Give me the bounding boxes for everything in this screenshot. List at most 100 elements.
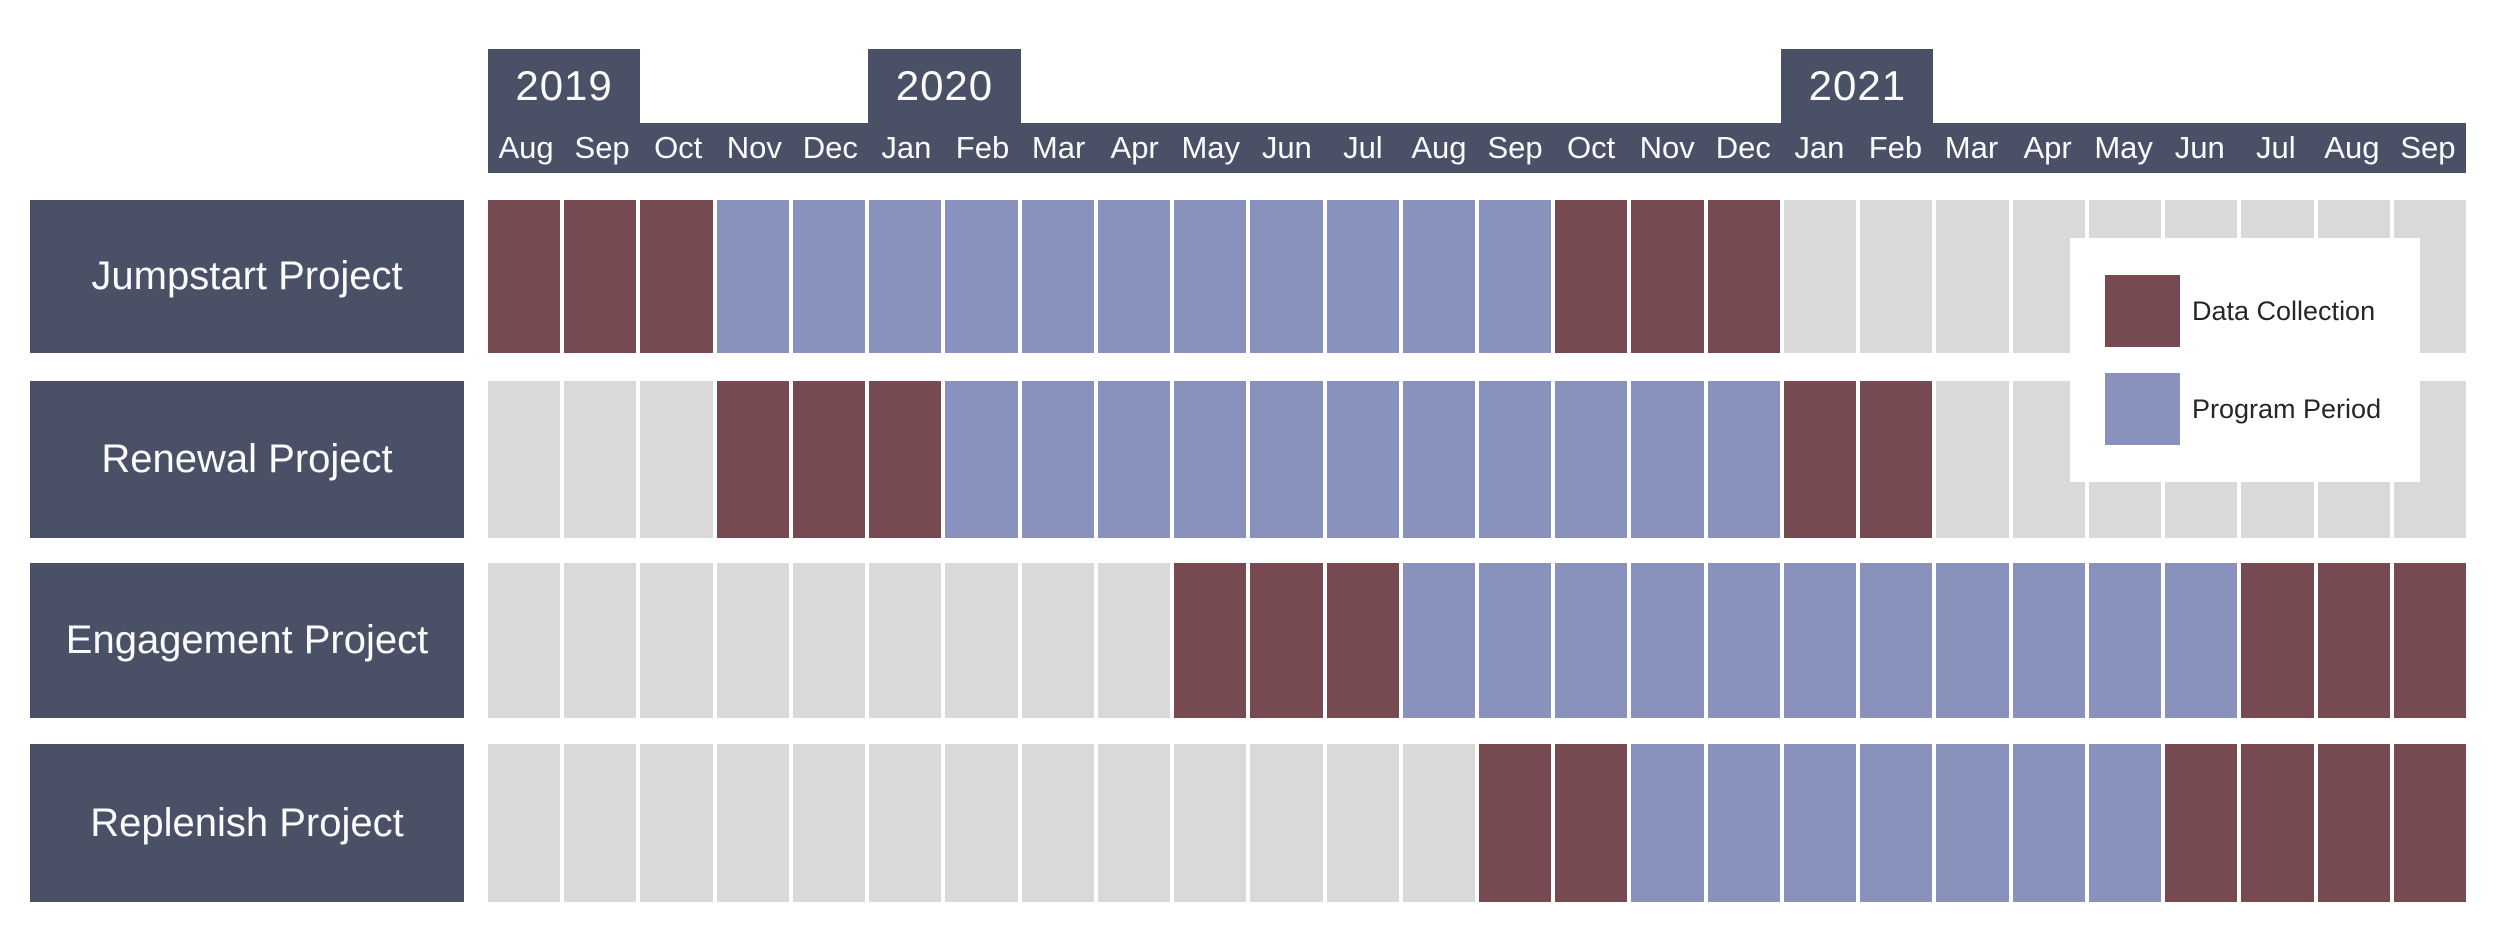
legend-entry-data_collection: Data Collection [2105, 275, 2420, 347]
year-label: 2021 [1808, 62, 1907, 109]
cell-program-period [1174, 200, 1247, 353]
cell-data-collection [1174, 563, 1247, 718]
cell-program-period [2012, 744, 2085, 902]
cell-empty [640, 563, 713, 718]
year-tab-2021: 2021 [1781, 49, 1934, 123]
month-label: Dec [802, 130, 858, 165]
month-label: Apr [2023, 130, 2072, 165]
cell-program-period [1478, 381, 1552, 538]
month-label: Sep [1487, 130, 1543, 165]
cell-program-period [1860, 744, 1933, 902]
month-label: Mar [1031, 130, 1086, 165]
cell-data-collection [2317, 563, 2390, 718]
cell-empty [488, 744, 561, 902]
cell-data-collection [1326, 563, 1399, 718]
cell-empty [564, 381, 637, 538]
cell-program-period [1402, 563, 1475, 718]
month-label: Sep [2400, 130, 2456, 165]
cell-empty [640, 381, 713, 538]
month-label: Jun [2174, 130, 2225, 165]
cell-program-period [1707, 381, 1780, 538]
cell-empty [1936, 381, 2009, 538]
cell-empty [640, 744, 713, 902]
cell-program-period [2012, 563, 2085, 718]
cell-empty [1402, 744, 1475, 902]
cell-empty [716, 744, 789, 902]
cell-data-collection [1860, 381, 1933, 538]
cell-program-period [716, 200, 789, 353]
legend-swatch-program_period [2105, 373, 2180, 445]
cell-empty [1021, 563, 1094, 718]
cell-program-period [1021, 381, 1094, 538]
year-header-strip: 2019 2020 2021 [488, 49, 2466, 123]
cell-empty [1097, 744, 1171, 902]
cell-data-collection [2241, 744, 2314, 902]
cell-empty [564, 744, 637, 902]
month-label: Jan [1794, 130, 1845, 165]
cell-program-period [1783, 563, 1857, 718]
cell-program-period [945, 200, 1018, 353]
cell-data-collection [869, 381, 942, 538]
cell-program-period [1631, 744, 1704, 902]
cell-program-period [792, 200, 866, 353]
month-label: Nov [1639, 130, 1695, 165]
cell-data-collection [792, 381, 866, 538]
cell-program-period [1555, 381, 1628, 538]
cell-empty [869, 563, 942, 718]
cell-empty [564, 563, 637, 718]
month-label: Feb [1868, 130, 1923, 165]
cell-empty [1783, 200, 1857, 353]
cell-empty [1097, 563, 1171, 718]
cell-program-period [1936, 563, 2009, 718]
cell-data-collection [2393, 744, 2466, 902]
row-cells-3 [488, 563, 2466, 718]
cell-data-collection [1555, 744, 1628, 902]
cell-program-period [1936, 744, 2009, 902]
month-label: Feb [955, 130, 1010, 165]
cell-empty [1936, 200, 2009, 353]
month-label: Jul [1343, 130, 1383, 165]
cell-program-period [1631, 563, 1704, 718]
cell-program-period [1478, 200, 1552, 353]
legend-entry-program_period: Program Period [2105, 373, 2420, 445]
month-label: May [1181, 130, 1241, 165]
cell-empty [1174, 744, 1247, 902]
cell-data-collection [716, 381, 789, 538]
cell-program-period [2088, 744, 2162, 902]
month-label: Nov [726, 130, 782, 165]
cell-data-collection [1707, 200, 1780, 353]
cell-empty [488, 381, 561, 538]
cell-program-period [1174, 381, 1247, 538]
row-label-replenish-project: Replenish Project [30, 744, 464, 902]
month-label: Sep [574, 130, 630, 165]
cell-empty [716, 563, 789, 718]
cell-data-collection [1478, 744, 1552, 902]
cell-program-period [2088, 563, 2162, 718]
cell-empty [792, 744, 866, 902]
cell-program-period [1250, 200, 1323, 353]
cell-program-period [1860, 563, 1933, 718]
cell-program-period [1402, 381, 1475, 538]
cell-data-collection [2241, 563, 2314, 718]
cell-program-period [1326, 200, 1399, 353]
cell-program-period [1402, 200, 1475, 353]
month-label: Aug [2324, 130, 2380, 165]
month-label: May [2094, 130, 2153, 165]
cell-empty [1250, 744, 1323, 902]
cell-empty [792, 563, 866, 718]
cell-program-period [1250, 381, 1323, 538]
cell-empty [488, 563, 561, 718]
cell-data-collection [1783, 381, 1857, 538]
row-label-engagement-project: Engagement Project [30, 563, 464, 718]
cell-data-collection [640, 200, 713, 353]
year-tab-2020: 2020 [868, 49, 1021, 123]
month-label: Mar [1944, 130, 1999, 165]
cell-data-collection [488, 200, 561, 353]
row-label-jumpstart-project: Jumpstart Project [30, 200, 464, 353]
legend-swatch-data_collection [2105, 275, 2180, 347]
cell-data-collection [2165, 744, 2238, 902]
row-label-renewal-project: Renewal Project [30, 381, 464, 538]
cell-program-period [2165, 563, 2238, 718]
cell-program-period [1326, 381, 1399, 538]
